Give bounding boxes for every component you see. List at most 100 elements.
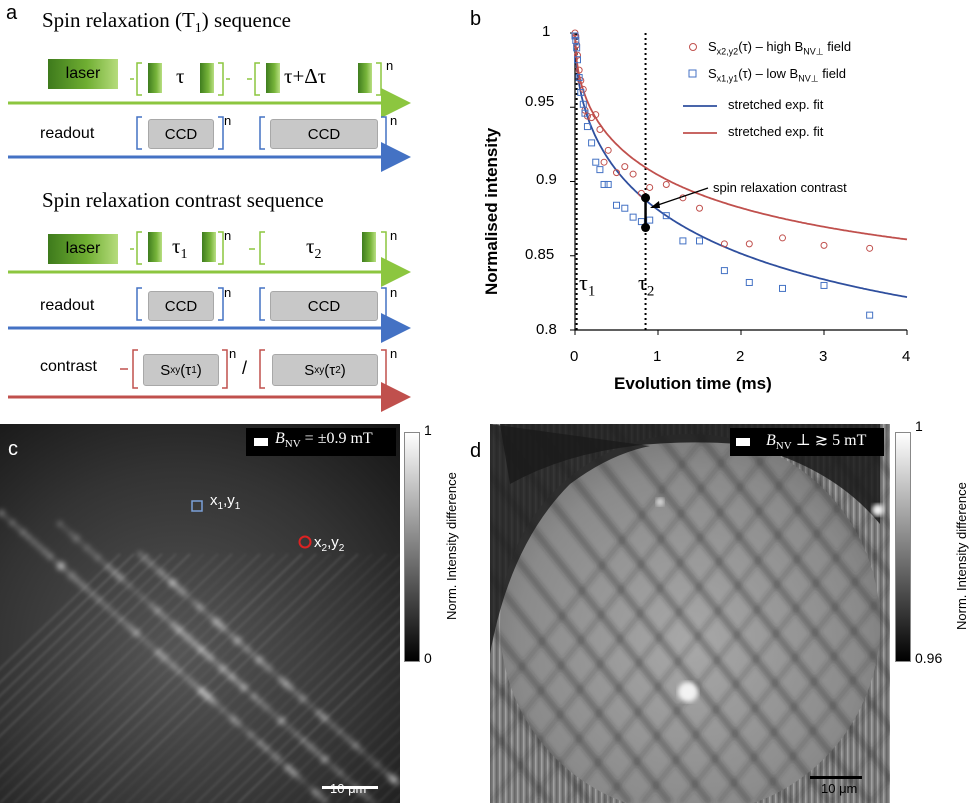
data-point-low-field <box>596 166 604 174</box>
texture-dot <box>332 766 339 772</box>
scalebar-label-d: 10 μm <box>821 781 858 796</box>
texture-dot <box>153 566 159 571</box>
texture-stripe <box>83 553 345 803</box>
texture-dot <box>179 588 187 596</box>
texture-dot <box>118 616 123 621</box>
texture-dot <box>305 700 310 705</box>
field-val: = ±0.9 mT <box>300 430 373 447</box>
ccd-block: CCD <box>148 291 214 321</box>
texture-dot <box>381 768 385 772</box>
legend-fit-red: stretched exp. fit <box>728 124 824 139</box>
y-tick: 0.9 <box>536 171 557 188</box>
data-point-low-field <box>573 44 581 52</box>
sxy-s: S <box>304 361 315 379</box>
texture-dot <box>214 702 221 709</box>
data-point-low-field <box>662 212 670 220</box>
relaxation-chart <box>570 29 908 335</box>
leg-s: S <box>708 39 717 54</box>
colorbar-c-label: Norm. Intensity difference <box>444 472 459 620</box>
legend-marker-circle <box>689 43 697 51</box>
texture-dot <box>273 754 281 762</box>
annotations <box>641 43 717 233</box>
texture-dot <box>116 573 123 581</box>
panel-label-d: d <box>470 440 482 462</box>
tau1-char: τ <box>579 270 588 295</box>
repeat-n: n <box>224 113 232 128</box>
contrast-dot-high <box>641 193 651 203</box>
texture-dot <box>9 520 16 526</box>
tau2-symbol: τ2 <box>306 234 321 263</box>
laser-pulse <box>148 232 162 262</box>
texture-dot <box>245 647 251 653</box>
texture-dot <box>208 697 216 704</box>
texture-dot <box>95 596 102 603</box>
texture-dot <box>122 579 127 584</box>
texture-dot <box>183 674 188 679</box>
texture-stripe <box>69 553 331 803</box>
texture-dot <box>159 653 168 662</box>
texture-dot <box>68 531 73 536</box>
texture-dot <box>277 676 283 682</box>
texture-dot <box>218 664 226 672</box>
texture-dot <box>107 606 112 612</box>
texture-dot <box>320 713 328 721</box>
tau1-sub: 1 <box>180 247 188 263</box>
texture-dot <box>307 785 312 789</box>
texture-band <box>792 677 890 803</box>
legend-high-field: Sx2,y2(τ) – high BNV⊥ field <box>708 39 851 58</box>
texture-dot <box>175 585 181 591</box>
texture-dot <box>338 771 344 777</box>
leg-end: field <box>823 39 852 54</box>
data-point-low-field <box>820 281 828 289</box>
panel-label-c: c <box>8 438 18 460</box>
texture-dot <box>284 764 292 771</box>
tau-delta-symbol: τ+Δτ <box>284 64 327 88</box>
sxy-sub: xy <box>314 364 325 376</box>
annotation-arrow-head <box>650 201 660 208</box>
legend-low-field: Sx1,y1(τ) – low BNV⊥ field <box>708 66 846 85</box>
texture-dot <box>288 685 294 692</box>
texture-dot <box>67 571 76 580</box>
texture-dot <box>26 534 31 540</box>
x-axis-label: Evolution time (ms) <box>614 374 772 393</box>
data-point-high-field <box>613 169 620 177</box>
texture-dot <box>16 525 20 530</box>
texture-stripe <box>0 553 191 738</box>
data-point-low-field <box>629 213 637 221</box>
texture-dot <box>187 677 194 685</box>
data-point-high-field <box>629 170 637 178</box>
texture-dot <box>322 798 329 803</box>
texture-dot <box>347 738 354 745</box>
data-point-low-field <box>679 237 687 245</box>
field-label-d: BNV ⊥ ≳ 5 mT <box>766 430 866 452</box>
texture-stripe <box>195 606 400 803</box>
texture-dot <box>310 746 318 754</box>
texture-dot <box>83 544 91 552</box>
texture-stripe <box>167 579 400 803</box>
texture-dot <box>64 568 69 573</box>
texture-dot <box>166 618 170 622</box>
texture-stripe <box>209 619 400 803</box>
texture-stripe <box>251 660 400 803</box>
texture-dot <box>192 641 198 647</box>
readout-label: readout <box>40 125 95 142</box>
leg-s: S <box>708 66 717 81</box>
texture-dot <box>89 550 95 556</box>
texture-dot <box>113 612 117 616</box>
texture-dot <box>202 691 211 700</box>
fit-line-low-field <box>574 35 908 298</box>
texture-band <box>607 424 890 784</box>
texture-dot <box>255 656 263 664</box>
data-point-low-field <box>720 267 728 275</box>
data-point-high-field <box>596 126 604 134</box>
texture-dot <box>253 737 258 741</box>
texture-dot <box>185 635 194 643</box>
data-point-high-field <box>866 244 874 252</box>
point-x1y1-label: x1,y1 <box>210 492 240 512</box>
texture-dot <box>277 716 286 725</box>
texture-dot <box>251 652 256 657</box>
point-x2y2-label: x2,y2 <box>314 534 344 554</box>
repeat-n: n <box>224 228 232 243</box>
leg-end: field <box>818 66 847 81</box>
texture-band <box>526 424 830 803</box>
